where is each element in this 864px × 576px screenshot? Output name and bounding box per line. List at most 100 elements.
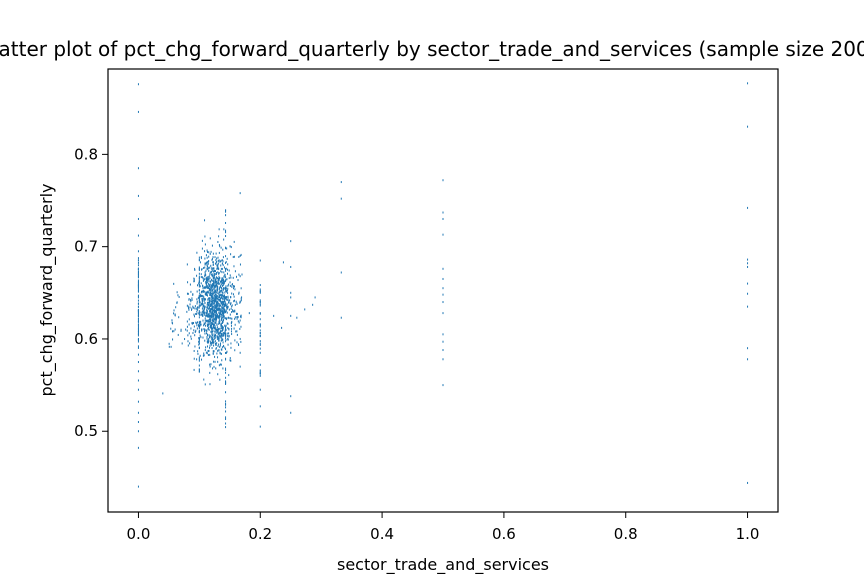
data-point	[225, 280, 227, 283]
data-point	[137, 400, 139, 403]
data-point	[217, 304, 219, 307]
data-point	[137, 325, 139, 328]
data-point	[240, 287, 242, 290]
data-point	[199, 301, 201, 304]
data-point	[208, 337, 210, 340]
data-point	[214, 272, 216, 275]
data-point	[216, 336, 218, 339]
data-point	[206, 267, 208, 270]
data-point	[187, 281, 189, 284]
data-point	[239, 327, 241, 330]
data-point	[220, 297, 222, 300]
data-point	[208, 280, 210, 283]
data-point	[201, 329, 203, 332]
data-point	[215, 270, 217, 273]
data-point	[215, 301, 217, 304]
data-point	[210, 278, 212, 281]
data-point	[212, 322, 214, 325]
data-point	[230, 342, 232, 345]
data-point	[221, 329, 223, 332]
data-point	[442, 179, 444, 182]
data-point	[211, 279, 213, 282]
data-point	[197, 350, 199, 353]
data-point	[747, 282, 749, 285]
data-point	[189, 283, 191, 286]
data-point	[340, 181, 342, 184]
data-point	[212, 338, 214, 341]
data-point	[223, 308, 225, 311]
data-point	[199, 334, 201, 337]
data-point	[230, 324, 232, 327]
data-point	[196, 306, 198, 309]
data-point	[204, 262, 206, 265]
data-point	[216, 285, 218, 288]
data-point	[204, 250, 206, 253]
data-point	[259, 291, 261, 294]
data-point	[210, 340, 212, 343]
data-point	[215, 308, 217, 311]
data-point	[193, 315, 195, 318]
data-point	[193, 280, 195, 283]
data-point	[203, 304, 205, 307]
data-point	[221, 338, 223, 341]
data-point	[202, 311, 204, 314]
data-point	[200, 256, 202, 259]
data-point	[186, 263, 188, 266]
data-point	[208, 251, 210, 254]
data-point	[137, 83, 139, 86]
data-point	[218, 243, 220, 246]
data-point	[186, 304, 188, 307]
data-point	[193, 349, 195, 352]
data-point	[213, 283, 215, 286]
data-point	[213, 335, 215, 338]
data-point	[174, 313, 176, 316]
data-point	[209, 237, 211, 240]
data-point	[205, 283, 207, 286]
data-point	[209, 336, 211, 339]
data-point	[442, 233, 444, 236]
data-point	[232, 293, 234, 296]
data-point	[217, 298, 219, 301]
data-point	[227, 316, 229, 319]
data-point	[231, 311, 233, 314]
data-point	[225, 269, 227, 272]
data-point	[207, 339, 209, 342]
data-point	[206, 291, 208, 294]
data-point	[202, 313, 204, 316]
data-point	[204, 313, 206, 316]
data-point	[226, 350, 228, 353]
data-point	[223, 319, 225, 322]
data-point	[214, 314, 216, 317]
data-point	[340, 316, 342, 319]
data-point	[217, 315, 219, 318]
data-point	[207, 321, 209, 324]
data-point	[232, 283, 234, 286]
data-point	[219, 378, 221, 381]
data-point	[220, 284, 222, 287]
data-point	[207, 277, 209, 280]
data-point	[225, 328, 227, 331]
data-point	[211, 316, 213, 319]
data-point	[236, 312, 237, 315]
data-point	[224, 330, 226, 333]
y-tick-label: 0.6	[74, 330, 98, 348]
data-point	[225, 333, 227, 336]
data-point	[225, 332, 227, 335]
data-point	[209, 283, 211, 286]
data-point	[259, 259, 261, 262]
data-point	[173, 309, 175, 312]
data-point	[222, 292, 224, 295]
data-point	[240, 340, 242, 343]
data-point	[209, 252, 211, 255]
data-point	[214, 299, 216, 302]
data-point	[232, 287, 234, 290]
data-point	[222, 315, 224, 318]
data-point	[205, 315, 207, 318]
data-point	[235, 330, 237, 333]
data-point	[206, 282, 208, 285]
data-point	[215, 311, 217, 314]
data-point	[137, 370, 139, 373]
data-point	[209, 294, 211, 297]
data-point	[228, 269, 230, 272]
data-point	[198, 301, 200, 304]
